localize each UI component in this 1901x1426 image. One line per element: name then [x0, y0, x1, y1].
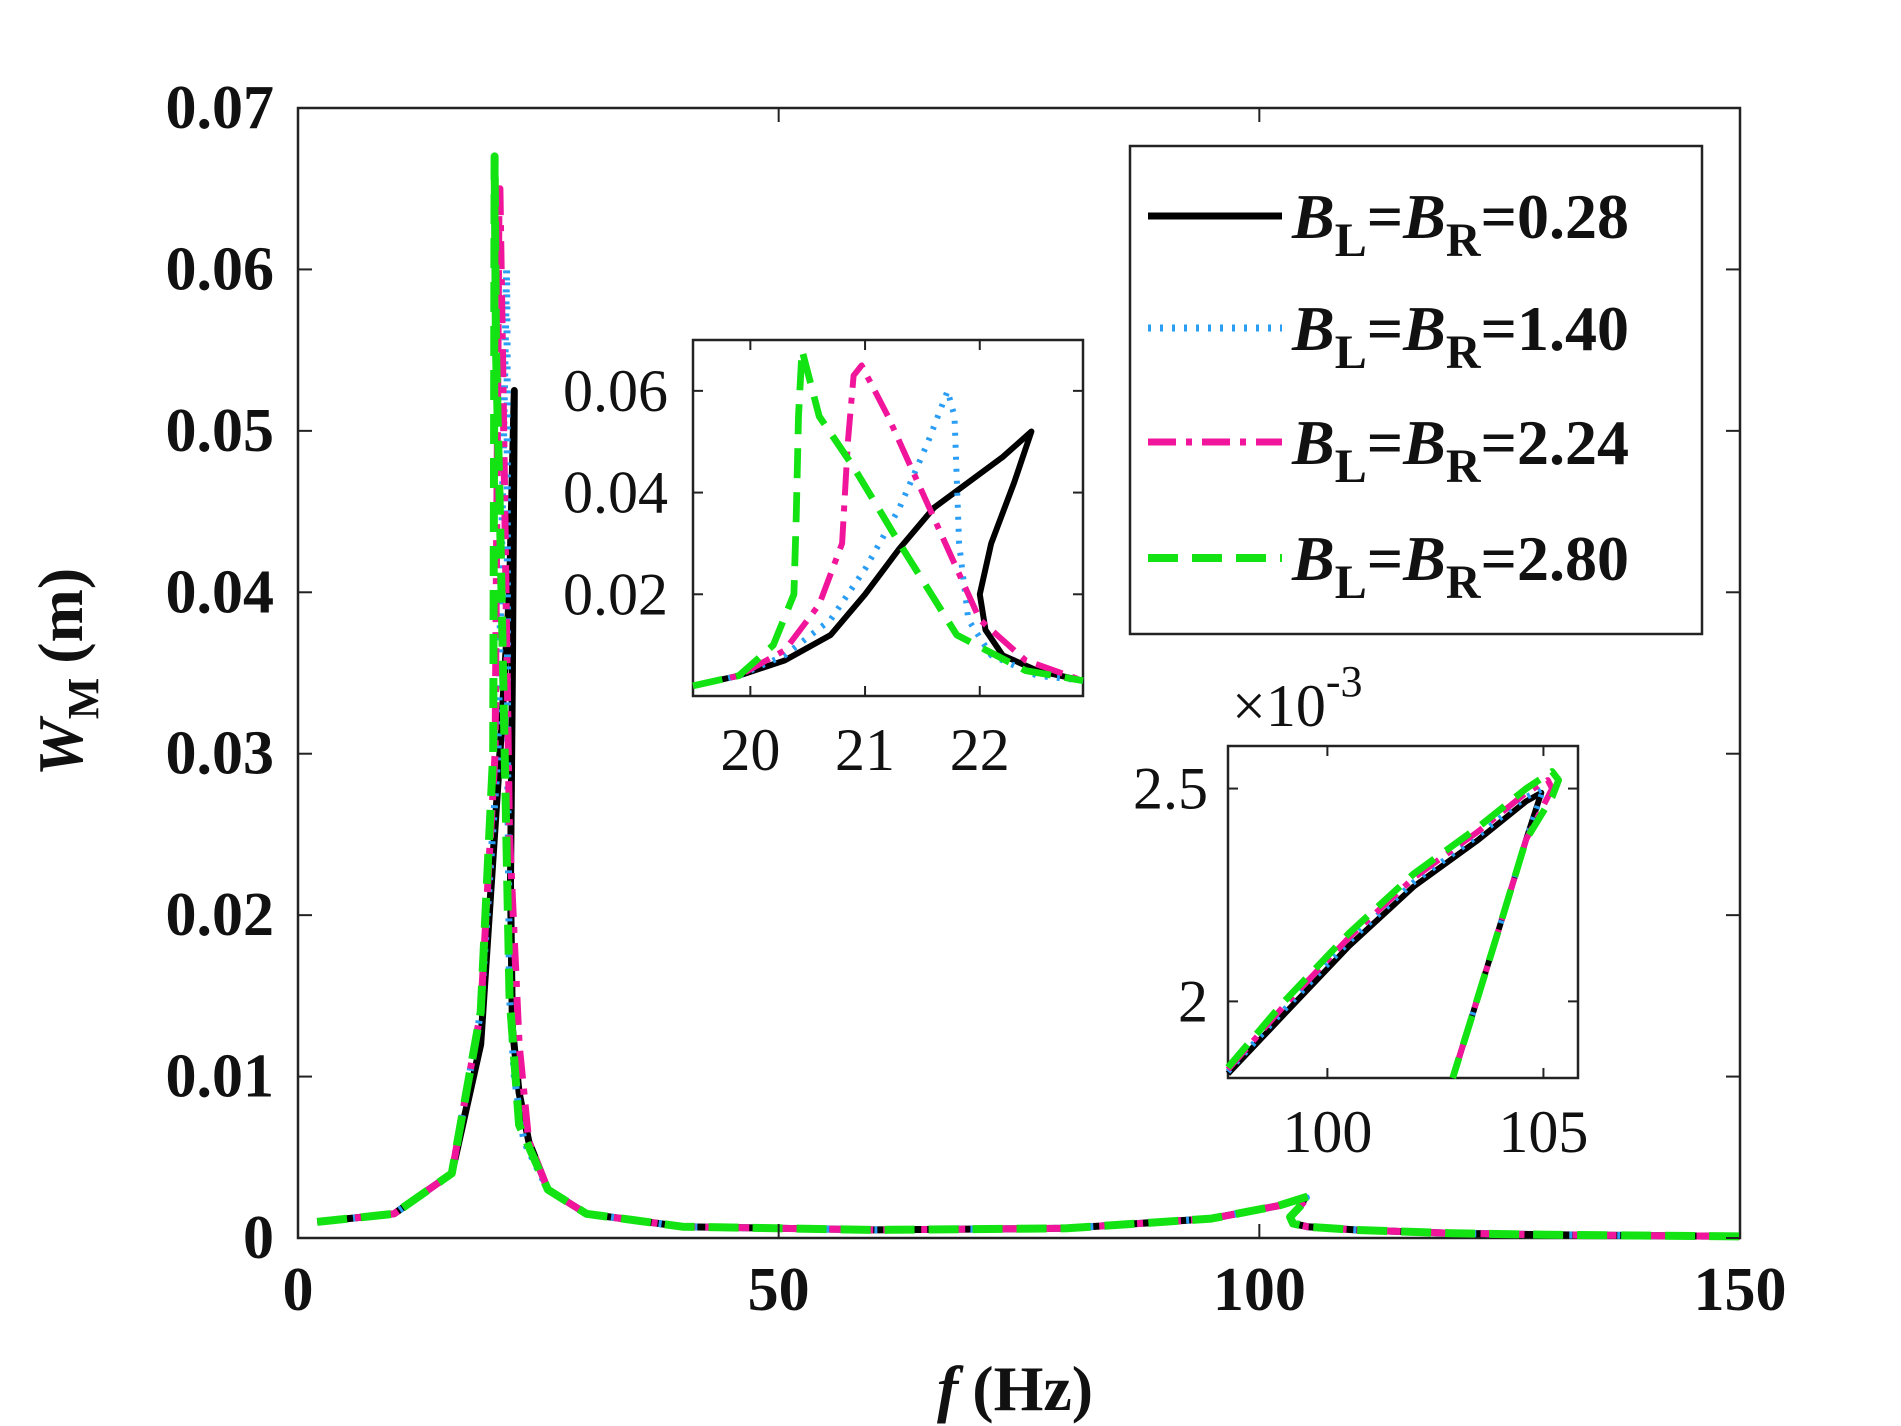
inset2-x-tick-label: 100: [1282, 1099, 1372, 1165]
inset2-series-line-2-80: [1225, 768, 1562, 1080]
main-y-tick-label: 0.04: [166, 558, 275, 626]
legend-box: [1128, 144, 1704, 636]
inset1-x-tick-label: 22: [950, 717, 1010, 783]
inset-peak-zoom: 20 21 22 0.02 0.04 0.06: [563, 338, 1085, 783]
main-series-line-2-80: [316, 152, 1741, 1241]
legend-entry-2-24: BL=BR=2.24: [1148, 407, 1629, 493]
main-ticks-group: 0 50 100 150 0 0.01 0.02 0.03 0.04 0.05 0.06 0.07: [166, 74, 1787, 1324]
main-y-tick-label: 0.01: [166, 1043, 275, 1111]
inset1-series-group: [692, 346, 1084, 690]
legend-label: BL=BR=2.24: [1291, 407, 1629, 493]
main-y-tick-label: 0: [243, 1204, 274, 1272]
y-axis-title: WM(m): [25, 568, 108, 776]
legend-label: BL=BR=0.28: [1291, 181, 1629, 267]
inset1-x-tick-label: 21: [835, 717, 895, 783]
main-axes: 0 50 100 150 0 0.01 0.02 0.03 0.04 0.05 0.06 0.07: [166, 74, 1787, 1324]
main-x-tick-label: 0: [283, 1256, 314, 1324]
legend-entry-2-80: BL=BR=2.80: [1148, 523, 1629, 609]
main-y-tick-label: 0.02: [166, 881, 275, 949]
main-plot-frame: [296, 106, 1742, 1240]
inset2-y-tick-label: 2.5: [1133, 756, 1208, 822]
main-x-tick-label: 50: [748, 1256, 810, 1324]
inset2-x-tick-label: 105: [1498, 1099, 1588, 1165]
main-y-tick-label: 0.05: [166, 397, 275, 465]
inset1-ticks-group: 20 21 22 0.02 0.04 0.06: [563, 340, 1083, 783]
inset2-y-tick-label: 2: [1178, 968, 1208, 1034]
main-y-tick-label: 0.06: [166, 235, 275, 303]
main-x-tick-label: 100: [1213, 1256, 1306, 1324]
inset1-y-tick-label: 0.02: [563, 561, 668, 627]
inset2-series-group: [1225, 768, 1562, 1080]
legend-entry-0-28: BL=BR=0.28: [1148, 181, 1629, 267]
inset1-series-line-2-80: [692, 346, 1084, 690]
inset1-series-line-0-28: [692, 428, 1084, 689]
inset1-series-line-2-24: [692, 362, 1084, 689]
inset2-ticks-group: 100 105 2 2.5: [1133, 746, 1588, 1165]
inset-secondary-peak-zoom: 100 105 2 2.5 ×10-3: [1133, 657, 1588, 1165]
inset1-x-tick-label: 20: [720, 717, 780, 783]
legend-label: BL=BR=1.40: [1291, 293, 1629, 379]
inset1-y-tick-label: 0.04: [563, 460, 668, 526]
inset1-series-line-1-40: [692, 387, 1084, 689]
legend-entry-1-40: BL=BR=1.40: [1148, 293, 1629, 379]
inset2-exponent-label: ×10-3: [1232, 657, 1363, 739]
x-axis-title: f (Hz): [937, 1353, 1093, 1424]
legend-label: BL=BR=2.80: [1291, 523, 1629, 609]
legend: BL=BR=0.28 BL=BR=1.40 BL=BR=2.24 BL=BR=2.80: [1128, 144, 1704, 636]
inset1-frame: [691, 338, 1085, 698]
main-x-tick-label: 150: [1694, 1256, 1787, 1324]
main-y-tick-label: 0.07: [166, 74, 275, 142]
main-series-group: [316, 152, 1741, 1241]
inset1-y-tick-label: 0.06: [563, 358, 668, 424]
main-y-tick-label: 0.03: [166, 720, 275, 788]
